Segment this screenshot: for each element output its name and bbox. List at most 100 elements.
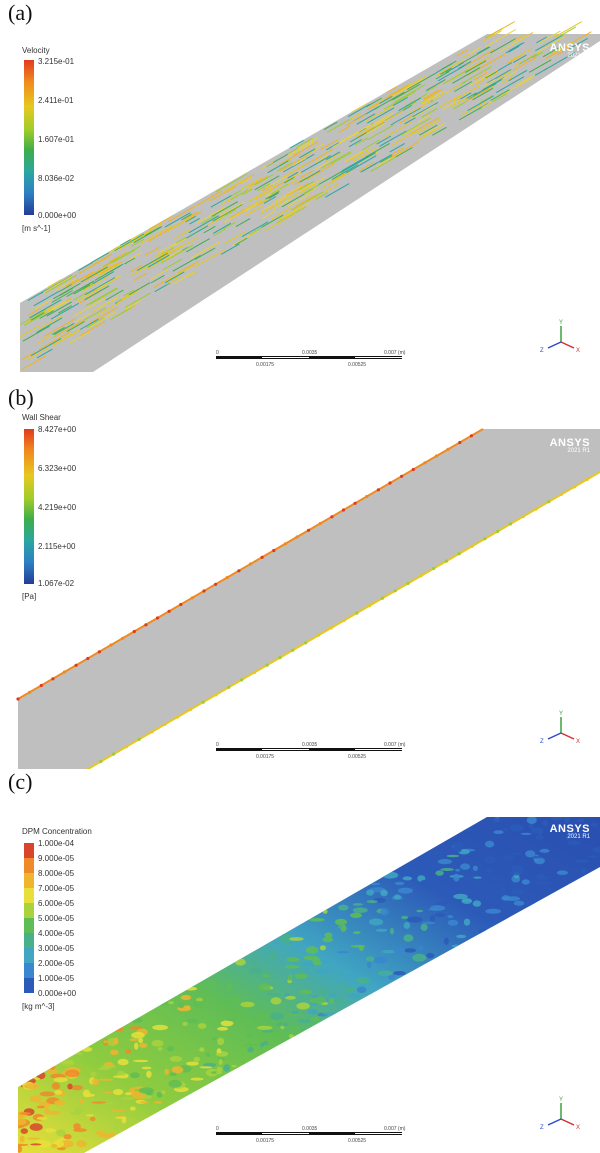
velocity-vector xyxy=(442,98,461,110)
dpm-patch xyxy=(509,824,524,832)
velocity-vector xyxy=(29,299,62,319)
velocity-vector xyxy=(153,250,167,258)
dpm-patch xyxy=(521,879,530,885)
dpm-patch xyxy=(164,1068,170,1075)
velocity-vector xyxy=(366,97,382,108)
velocity-vector xyxy=(365,104,394,122)
velocity-vector xyxy=(48,300,67,312)
velocity-vector xyxy=(506,54,522,65)
svg-text:Y: Y xyxy=(559,1097,563,1103)
velocity-vector xyxy=(79,318,99,330)
dpm-patch xyxy=(446,854,460,858)
velocity-vector xyxy=(73,284,91,295)
dpm-patch xyxy=(589,810,600,815)
dpm-patch xyxy=(567,840,581,846)
wall-shear-marker xyxy=(167,609,171,613)
dpm-patch xyxy=(258,983,271,991)
dpm-patch xyxy=(556,801,570,808)
dpm-patch xyxy=(186,1061,199,1066)
velocity-vector xyxy=(144,226,161,237)
dpm-patch xyxy=(261,1030,274,1033)
dpm-patch xyxy=(456,934,467,939)
dpm-patch xyxy=(56,1129,66,1137)
dpm-patch xyxy=(526,817,537,825)
dpm-patch xyxy=(197,1023,207,1029)
dpm-patch xyxy=(366,889,374,896)
dpm-patch xyxy=(216,1066,223,1072)
velocity-vector xyxy=(287,141,314,158)
dpm-patch xyxy=(464,875,470,879)
velocity-vector xyxy=(425,85,437,93)
dpm-patch xyxy=(316,968,329,975)
velocity-vector xyxy=(23,312,48,327)
velocity-vector xyxy=(367,124,395,141)
velocity-vector xyxy=(210,185,236,202)
wall-shear-marker xyxy=(144,623,148,627)
wall-shear-marker xyxy=(330,515,334,519)
velocity-vector xyxy=(172,254,201,272)
velocity-vector xyxy=(92,271,115,285)
velocity-vector xyxy=(36,334,53,345)
dpm-patch xyxy=(53,1077,68,1083)
dpm-patch xyxy=(206,981,219,986)
dpm-patch xyxy=(429,864,438,871)
velocity-vector xyxy=(69,330,91,344)
velocity-vector xyxy=(82,275,109,292)
dpm-patch xyxy=(76,1140,87,1148)
dpm-patch xyxy=(309,918,325,922)
dpm-patch xyxy=(510,870,524,876)
dpm-patch xyxy=(111,1109,126,1112)
velocity-vector xyxy=(472,87,494,101)
velocity-vector xyxy=(569,37,589,50)
velocity-vector xyxy=(244,198,263,210)
dpm-patch xyxy=(576,818,586,823)
scale-bar: 0 0.0035 0.007 (m) 0.00175 0.00525 xyxy=(216,1126,406,1144)
velocity-vector xyxy=(473,78,503,96)
dpm-patch xyxy=(60,1059,75,1066)
velocity-vector xyxy=(315,154,329,163)
velocity-vector xyxy=(94,302,120,318)
velocity-vector xyxy=(392,83,421,101)
velocity-vector xyxy=(535,34,563,52)
dpm-patch xyxy=(226,1018,236,1022)
velocity-vector xyxy=(89,306,119,324)
colorbar-band xyxy=(24,948,34,963)
wall-shear-marker xyxy=(393,589,397,593)
velocity-vector xyxy=(299,170,314,179)
panel-label: (b) xyxy=(8,385,34,410)
dpm-patch xyxy=(310,1016,320,1022)
velocity-vector xyxy=(203,225,216,234)
velocity-vector xyxy=(468,83,497,100)
wall-shear-marker xyxy=(355,611,359,615)
velocity-vector xyxy=(267,160,289,174)
colorbar-tick: 0.000e+00 xyxy=(38,211,77,220)
velocity-vector xyxy=(361,126,374,134)
velocity-vector xyxy=(66,321,85,333)
velocity-vector xyxy=(161,244,194,264)
velocity-vector xyxy=(487,21,516,38)
velocity-vector xyxy=(84,273,98,282)
velocity-vector xyxy=(194,247,216,260)
velocity-vector xyxy=(109,251,127,263)
velocity-vector xyxy=(241,176,253,184)
velocity-vector xyxy=(543,51,576,71)
colorbar-tick: 5.000e-05 xyxy=(38,914,75,923)
dpm-patch xyxy=(167,1045,174,1052)
dpm-patch xyxy=(240,1009,246,1013)
dpm-patch xyxy=(224,997,238,1002)
dpm-patch xyxy=(113,1126,119,1131)
wall-shear-marker xyxy=(202,589,206,593)
dpm-patch xyxy=(141,1066,152,1070)
dpm-patch xyxy=(104,1101,114,1106)
velocity-vector xyxy=(305,148,318,156)
velocity-vector xyxy=(320,151,351,170)
dpm-patch xyxy=(73,1128,87,1132)
velocity-vector xyxy=(200,214,217,225)
dpm-patch xyxy=(216,1071,222,1075)
velocity-vector xyxy=(358,162,374,172)
dpm-patch xyxy=(223,1064,231,1072)
velocity-vector xyxy=(77,285,105,302)
velocity-vector xyxy=(364,123,385,136)
dpm-patch xyxy=(244,1043,259,1047)
dpm-patch xyxy=(328,993,338,998)
